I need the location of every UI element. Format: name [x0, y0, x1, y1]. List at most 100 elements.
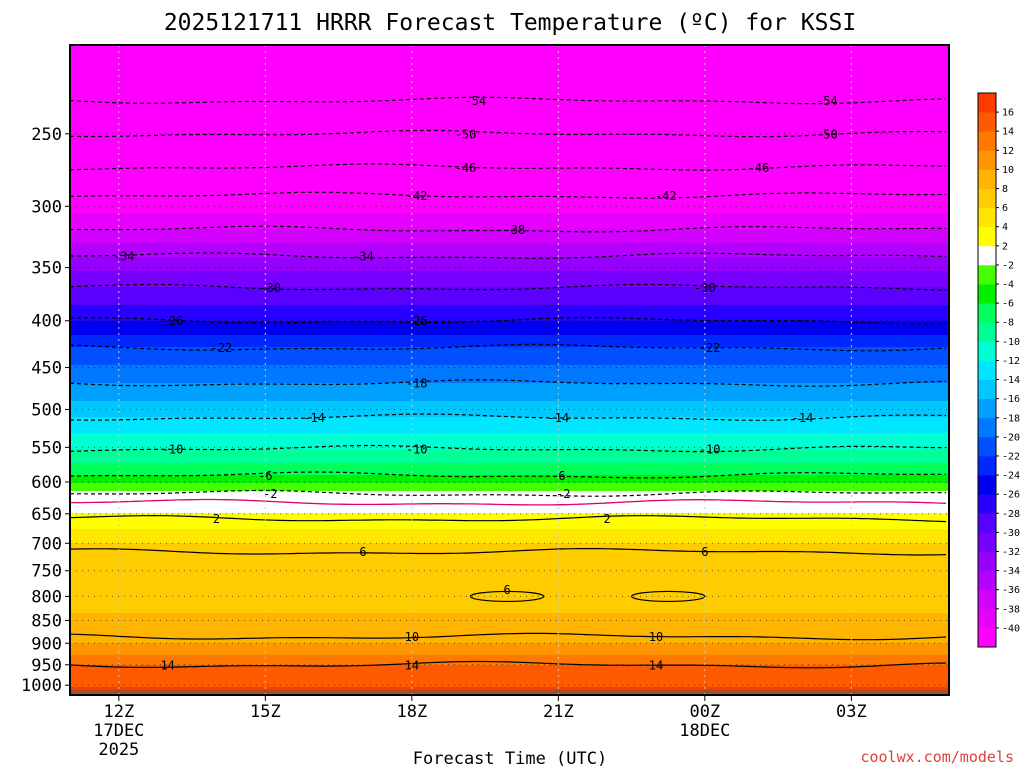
colorbar-tick-label: 4 [1002, 222, 1008, 233]
colorbar-tick-label: -22 [1002, 451, 1020, 462]
fill-band [70, 305, 949, 308]
fill-band [70, 183, 949, 186]
colorbar-swatch [978, 436, 996, 457]
fill-band [70, 459, 949, 462]
fill-band [70, 47, 949, 50]
fill-band [70, 215, 949, 218]
colorbar-swatch [978, 284, 996, 304]
fill-band [70, 307, 949, 310]
x-tick-label: 18Z [396, 702, 427, 722]
fill-band [70, 513, 949, 516]
colorbar-tick-label: -12 [1002, 356, 1020, 367]
colorbar-tick-label: -32 [1002, 547, 1020, 558]
colorbar-swatch [978, 226, 996, 247]
y-tick-label: 250 [31, 125, 62, 145]
contour-label: -6 [551, 469, 565, 483]
fill-band [70, 299, 949, 302]
isotherm-line [70, 252, 947, 259]
fill-band [70, 393, 949, 396]
fill-band [70, 85, 949, 88]
fill-band [70, 603, 949, 606]
contour-label: 14 [649, 658, 663, 672]
fill-band [70, 431, 949, 434]
fill-band [70, 433, 949, 436]
fill-band [70, 287, 949, 290]
fill-band [70, 53, 949, 56]
fill-band [70, 319, 949, 322]
fill-band [70, 135, 949, 138]
fill-band [70, 407, 949, 410]
fill-band [70, 379, 949, 382]
fill-band [70, 327, 949, 330]
fill-band [70, 473, 949, 476]
fill-band [70, 623, 949, 626]
colorbar-tick-label: -26 [1002, 490, 1020, 501]
fill-band [70, 531, 949, 534]
fill-band [70, 89, 949, 92]
y-tick-label: 900 [31, 634, 62, 654]
contour-label: 6 [701, 545, 708, 559]
y-tick-label: 600 [31, 473, 62, 493]
fill-band [70, 687, 949, 690]
colorbar-swatch [978, 303, 996, 323]
colorbar-tick-label: -24 [1002, 471, 1020, 482]
fill-band [70, 549, 949, 552]
fill-band [70, 609, 949, 612]
fill-band [70, 351, 949, 354]
fill-band [70, 221, 949, 224]
fill-band [70, 115, 949, 118]
colorbar-tick-label: -4 [1002, 280, 1014, 291]
fill-band [70, 231, 949, 234]
contour-label: -2 [263, 487, 277, 501]
fill-band [70, 413, 949, 416]
fill-band [70, 167, 949, 170]
fill-band [70, 129, 949, 132]
colorbar-tick-label: 6 [1002, 203, 1008, 214]
fill-band [70, 591, 949, 594]
fill-band [70, 225, 949, 228]
colorbar-tick-label: -28 [1002, 509, 1020, 520]
closed-isotherm [469, 590, 545, 603]
fill-band [70, 213, 949, 216]
fill-band [70, 163, 949, 166]
y-tick-label: 400 [31, 312, 62, 332]
fill-band [70, 607, 949, 610]
fill-band [70, 369, 949, 372]
fill-band [70, 561, 949, 564]
contour-label: -30 [259, 281, 281, 295]
fill-band [70, 239, 949, 242]
fill-band [70, 321, 949, 324]
fill-band [70, 653, 949, 656]
contour-label: -50 [455, 127, 477, 141]
isotherm-line [70, 413, 947, 421]
fill-band [70, 81, 949, 84]
fill-band [70, 155, 949, 158]
colorbar-tick-label: -30 [1002, 528, 1020, 539]
temperature-fill [70, 45, 949, 695]
fill-band [70, 421, 949, 424]
fill-band [70, 547, 949, 550]
fill-band [70, 203, 949, 206]
colorbar-swatch [978, 570, 996, 591]
fill-band [70, 259, 949, 262]
contour-label: -26 [162, 314, 184, 328]
fill-band [70, 375, 949, 378]
fill-band [70, 273, 949, 276]
isotherm-contours [70, 96, 947, 669]
fill-band [70, 91, 949, 94]
contour-label: -22 [699, 341, 721, 355]
fill-band [70, 317, 949, 320]
isotherm-line [70, 471, 946, 479]
contour-label: -14 [547, 411, 569, 425]
x-tick-label: 15Z [250, 702, 281, 722]
contour-label: -26 [406, 314, 428, 328]
fill-band [70, 97, 949, 100]
fill-band [70, 217, 949, 220]
isotherm-line [70, 129, 947, 138]
pressure-axis: 2503003504004505005506006507007508008509… [21, 125, 70, 696]
isotherm-line [70, 660, 947, 669]
colorbar-swatch [978, 245, 996, 266]
fill-band [70, 347, 949, 350]
fill-band [70, 333, 949, 336]
fill-band [70, 145, 949, 148]
